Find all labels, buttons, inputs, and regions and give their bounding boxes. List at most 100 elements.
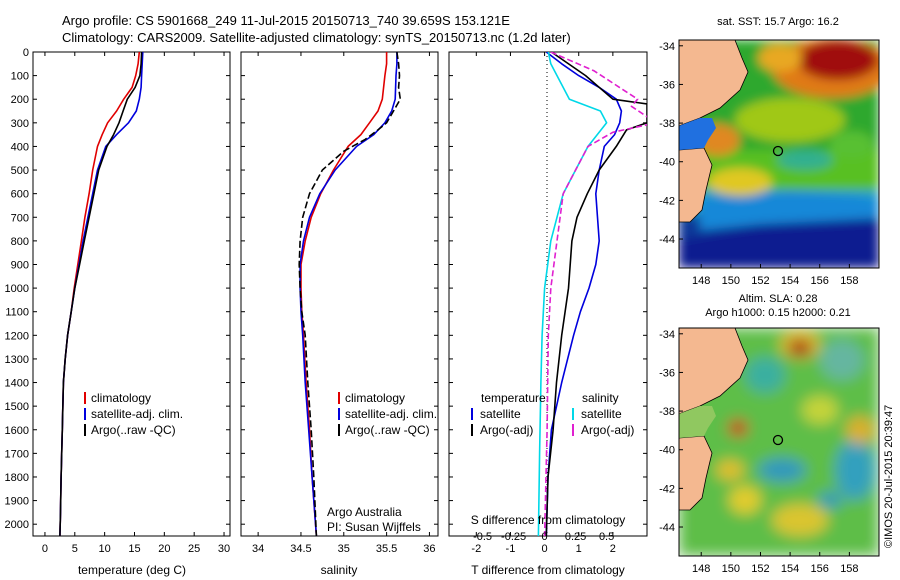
xtick-label: 34.5 — [290, 543, 311, 555]
xtick-label: 10 — [99, 543, 111, 555]
s-difference-label: S difference from climatology — [471, 513, 626, 527]
xtick-label: 34 — [252, 543, 264, 555]
xtick-label: -2 — [471, 543, 481, 555]
map-ytick-label: -42 — [659, 195, 675, 207]
map-ytick-label: -38 — [659, 118, 675, 130]
salinity-panel: 34 34.5 35 35.5 36 salinity climatology sate… — [241, 52, 438, 577]
map-ytick-label: -34 — [659, 41, 675, 53]
ytick-label: 1700 — [5, 448, 29, 460]
xtick-label: 2 — [610, 543, 616, 555]
ytick-label: 1500 — [5, 401, 29, 413]
legend-t-satellite: satellite — [480, 407, 521, 421]
xtick-label: 25 — [188, 543, 200, 555]
ytick-label: 500 — [11, 165, 29, 177]
legend-salinity-title: salinity — [582, 391, 619, 405]
map-ytick-label: -42 — [659, 483, 675, 495]
sst-map: sat. SST: 15.7 Argo: 16.2 — [659, 16, 892, 287]
temperature-panel: 0100200300400500600700800900100011001200… — [5, 47, 231, 577]
temperature-xlabel: temperature (deg C) — [78, 563, 186, 577]
map-ytick-label: -44 — [659, 234, 675, 246]
x2tick-label: 0.5 — [599, 531, 614, 543]
legend-s-satellite: satellite — [581, 407, 622, 421]
map-xtick-label: 148 — [692, 275, 710, 287]
credit-pi: PI: Susan Wijffels — [327, 520, 421, 534]
map-ytick-label: -34 — [659, 329, 675, 341]
sla-map-subtitle: Argo h1000: 0.15 h2000: 0.21 — [705, 307, 851, 319]
xtick-label: 1 — [576, 543, 582, 555]
map-ytick-label: -38 — [659, 406, 675, 418]
sla-map-title: Altim. SLA: 0.28 — [739, 293, 818, 305]
x2tick-label: -0.5 — [473, 531, 492, 543]
map-xtick-label: 150 — [722, 563, 740, 575]
map-xtick-label: 158 — [840, 275, 858, 287]
sst-map-title: sat. SST: 15.7 Argo: 16.2 — [717, 16, 839, 28]
map-xtick-label: 152 — [751, 275, 769, 287]
ytick-label: 1400 — [5, 378, 29, 390]
x2tick-label: 0.25 — [565, 531, 586, 543]
legend-temperature-title: temperature — [481, 391, 546, 405]
ytick-label: 400 — [11, 141, 29, 153]
t-difference-xlabel: T difference from climatology — [471, 563, 625, 577]
ytick-label: 100 — [11, 71, 29, 83]
map-ytick-label: -40 — [659, 445, 675, 457]
ytick-label: 2000 — [5, 519, 29, 531]
xtick-label: 0 — [42, 543, 48, 555]
map-xtick-label: 156 — [811, 563, 829, 575]
legend-satellite-adj: satellite-adj. clim. — [345, 407, 437, 421]
ytick-label: 1900 — [5, 496, 29, 508]
xtick-label: 5 — [72, 543, 78, 555]
map-xtick-label: 154 — [781, 563, 799, 575]
map-xtick-label: 152 — [751, 563, 769, 575]
difference-panel: -2 -1 0 1 2 S difference from climatology -0… — [449, 52, 656, 577]
xtick-label: 30 — [218, 543, 230, 555]
ytick-label: 1200 — [5, 330, 29, 342]
salinity-axes-frame — [241, 52, 438, 536]
xtick-label: 0 — [542, 543, 548, 555]
ytick-label: 1800 — [5, 472, 29, 484]
ytick-label: 600 — [11, 189, 29, 201]
xtick-label: 35 — [338, 543, 350, 555]
header-line-1: Argo profile: CS 5901668_249 11-Jul-2015… — [62, 13, 510, 28]
ytick-label: 1100 — [5, 307, 29, 319]
ytick-label: 200 — [11, 94, 29, 106]
legend-t-argo: Argo(-adj) — [480, 423, 533, 437]
xtick-label: 35.5 — [376, 543, 397, 555]
map-xtick-label: 150 — [722, 275, 740, 287]
ytick-label: 1300 — [5, 354, 29, 366]
xtick-label: 36 — [423, 543, 435, 555]
difference-axes-frame — [449, 52, 647, 536]
ytick-label: 800 — [11, 236, 29, 248]
header-line-2: Climatology: CARS2009. Satellite-adjuste… — [62, 30, 571, 45]
legend-satellite-adj: satellite-adj. clim. — [91, 407, 183, 421]
map-xtick-label: 148 — [692, 563, 710, 575]
ytick-label: 1000 — [5, 283, 29, 295]
map-ytick-label: -44 — [659, 522, 675, 534]
legend-argo: Argo(..raw -QC) — [91, 423, 176, 437]
ytick-label: 1600 — [5, 425, 29, 437]
map-ytick-label: -36 — [659, 79, 675, 91]
temperature-axes-frame — [33, 52, 230, 536]
ytick-label: 300 — [11, 118, 29, 130]
map-xtick-label: 158 — [840, 563, 858, 575]
ytick-label: 900 — [11, 259, 29, 271]
salinity-xlabel: salinity — [321, 563, 358, 577]
sla-map: Altim. SLA: 0.28 Argo h1000: 0.15 h2000:… — [659, 293, 879, 575]
legend-climatology: climatology — [91, 391, 151, 405]
legend-s-argo: Argo(-adj) — [581, 423, 634, 437]
xtick-label: 15 — [128, 543, 140, 555]
xtick-label: 20 — [158, 543, 170, 555]
map-xtick-label: 154 — [781, 275, 799, 287]
x2tick-label: 0 — [542, 531, 548, 543]
figure: Argo profile: CS 5901668_249 11-Jul-2015… — [0, 0, 900, 580]
map-ytick-label: -36 — [659, 367, 675, 379]
imos-credit: ©IMOS 20-Jul-2015 20:39:47 — [883, 405, 895, 548]
legend-climatology: climatology — [345, 391, 405, 405]
credit-org: Argo Australia — [327, 505, 402, 519]
map-ytick-label: -40 — [659, 157, 675, 169]
ytick-label: 0 — [23, 47, 29, 59]
x2tick-label: -0.25 — [501, 531, 526, 543]
legend-argo: Argo(..raw -QC) — [345, 423, 430, 437]
ytick-label: 700 — [11, 212, 29, 224]
xtick-label: -1 — [506, 543, 516, 555]
map-xtick-label: 156 — [811, 275, 829, 287]
